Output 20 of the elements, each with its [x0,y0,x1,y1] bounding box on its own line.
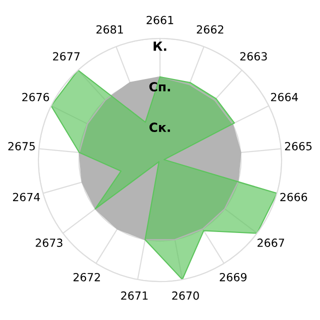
spoke-label: 2681 [96,25,123,34]
spoke-label: 2671 [121,291,148,300]
spoke-label: 2670 [172,291,199,300]
spoke-label: 2677 [53,52,80,61]
spoke-label: 2665 [285,142,312,150]
y-tick-label: К. [154,42,166,51]
spoke-label: 2666 [280,192,308,202]
y-tick-label: Сп. [149,82,170,92]
spoke-label: 2667 [258,238,284,247]
spoke-label: 2661 [146,16,174,24]
spoke-label: 2672 [74,272,100,282]
spoke-label: 2663 [240,52,267,61]
spoke-label: 2674 [13,192,40,202]
spoke-label: 2675 [8,142,35,150]
spoke-label: 2673 [36,238,62,247]
y-tick-label: Ск. [149,122,170,132]
spoke-label: 2676 [22,92,50,102]
spoke-label: 2662 [196,25,224,34]
spoke-label: 2669 [220,272,247,282]
spoke-label: 2664 [271,92,298,102]
